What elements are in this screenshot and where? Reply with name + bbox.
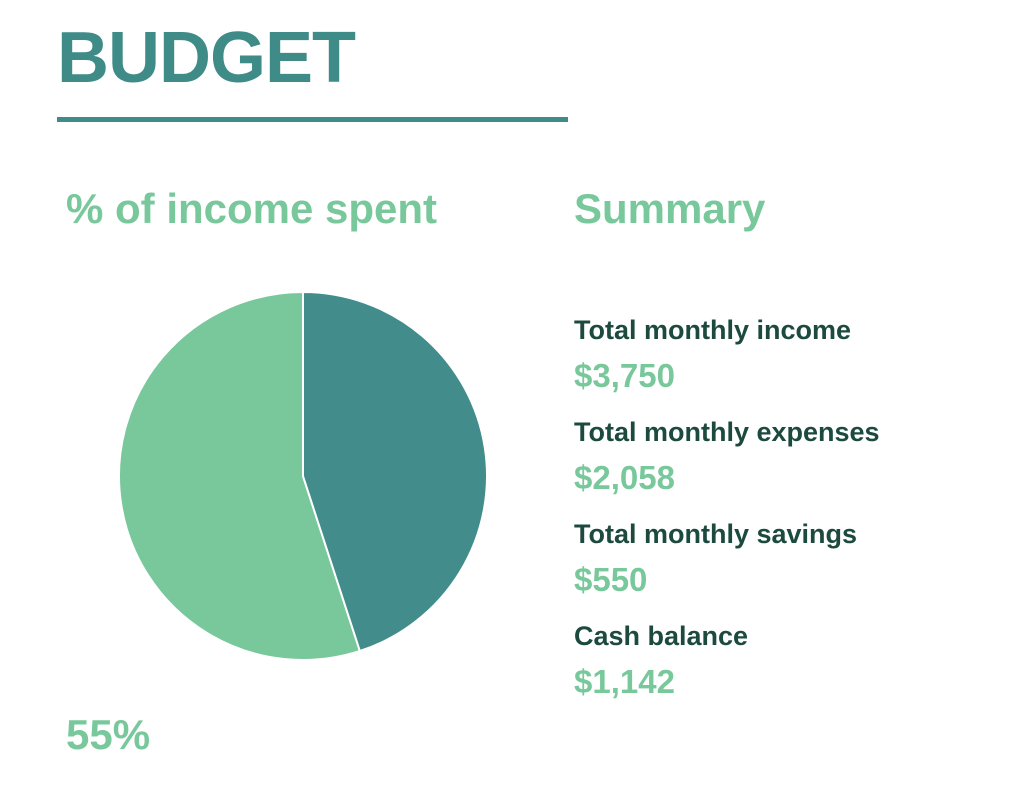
summary-label: Total monthly expenses: [574, 417, 880, 447]
summary-label: Total monthly savings: [574, 519, 858, 549]
pie-chart-svg: [118, 291, 488, 661]
summary-value: $550: [574, 561, 648, 598]
summary-heading: Summary: [574, 185, 766, 232]
summary-list: Total monthly income $3,750 Total monthl…: [574, 314, 1004, 722]
page-title: BUDGET: [57, 18, 356, 98]
summary-value: $3,750: [574, 357, 675, 394]
pie-slice-spent: [118, 291, 361, 661]
pie-slice-remaining: [302, 291, 488, 652]
title-divider: [57, 117, 568, 122]
summary-item-cash-balance: Cash balance $1,142: [574, 620, 1004, 722]
summary-item-expenses: Total monthly expenses $2,058: [574, 416, 1004, 518]
summary-item-income: Total monthly income $3,750: [574, 314, 1004, 416]
summary-value: $1,142: [574, 663, 675, 700]
summary-label: Cash balance: [574, 621, 749, 651]
income-spent-percent: 55%: [66, 711, 151, 758]
summary-item-savings: Total monthly savings $550: [574, 518, 1004, 620]
pie-section-heading: % of income spent: [66, 185, 438, 232]
income-spent-pie-chart: [116, 290, 490, 662]
summary-value: $2,058: [574, 459, 675, 496]
summary-label: Total monthly income: [574, 315, 852, 345]
